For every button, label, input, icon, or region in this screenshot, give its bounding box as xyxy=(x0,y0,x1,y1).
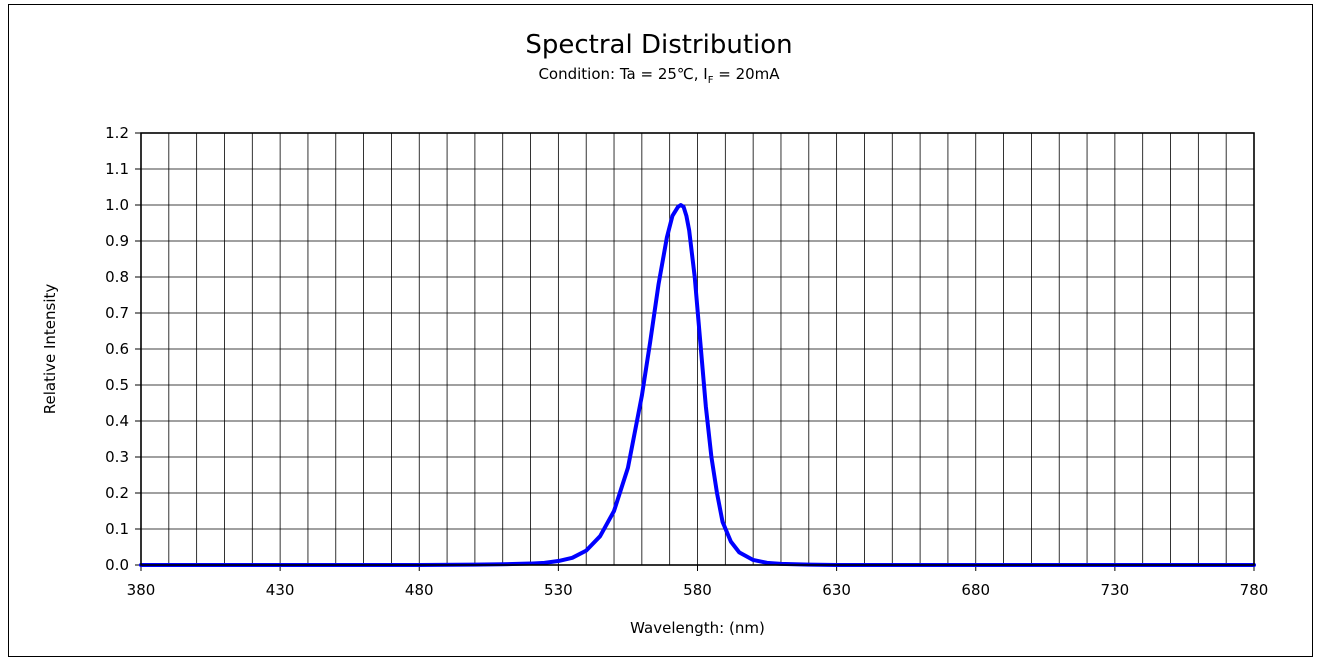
y-tick-label: 0.5 xyxy=(105,376,129,394)
subtitle-suffix: = 20mA xyxy=(713,65,780,83)
x-tick-label: 780 xyxy=(1240,581,1269,599)
y-tick-label: 1.2 xyxy=(105,124,129,142)
subtitle-subscript: F xyxy=(708,75,714,86)
y-tick-label: 0.6 xyxy=(105,340,129,358)
x-tick-label: 530 xyxy=(544,581,573,599)
x-tick-label: 580 xyxy=(683,581,712,599)
chart-frame: Spectral Distribution Condition: Ta = 25… xyxy=(8,4,1313,657)
x-tick-label: 380 xyxy=(127,581,156,599)
y-tick-label: 1.1 xyxy=(105,160,129,178)
x-tick-label: 730 xyxy=(1101,581,1130,599)
y-tick-label: 0.4 xyxy=(105,412,129,430)
y-axis-ticks: 0.0 0.1 0.2 0.3 0.4 0.5 0.6 0.7 0.8 0.9 1.0 1.1 1.2 xyxy=(105,124,141,574)
x-tick-label: 480 xyxy=(405,581,434,599)
chart-title: Spectral Distribution xyxy=(525,30,792,60)
y-tick-label: 1.0 xyxy=(105,196,129,214)
chart-subtitle: Condition: Ta = 25℃, IF = 20mA xyxy=(538,65,780,86)
plot-area-border xyxy=(140,132,1255,566)
y-tick-label: 0.0 xyxy=(105,556,129,574)
y-tick-label: 0.7 xyxy=(105,304,129,322)
y-tick-label: 0.3 xyxy=(105,448,129,466)
spectral-chart: Spectral Distribution Condition: Ta = 25… xyxy=(41,30,1269,637)
y-tick-label: 0.9 xyxy=(105,232,129,250)
x-tick-label: 430 xyxy=(266,581,295,599)
y-axis-label: Relative Intensity xyxy=(41,284,59,415)
y-tick-label: 0.8 xyxy=(105,268,129,286)
y-tick-label: 0.2 xyxy=(105,484,129,502)
x-tick-label: 680 xyxy=(961,581,990,599)
x-axis-ticks: 380 430 480 530 580 630 680 730 780 xyxy=(127,565,1269,599)
subtitle-prefix: Condition: Ta = 25℃, I xyxy=(538,65,707,83)
x-tick-label: 630 xyxy=(822,581,851,599)
x-axis-label: Wavelength: (nm) xyxy=(630,619,765,637)
y-tick-label: 0.1 xyxy=(105,520,129,538)
grid xyxy=(140,132,1255,566)
